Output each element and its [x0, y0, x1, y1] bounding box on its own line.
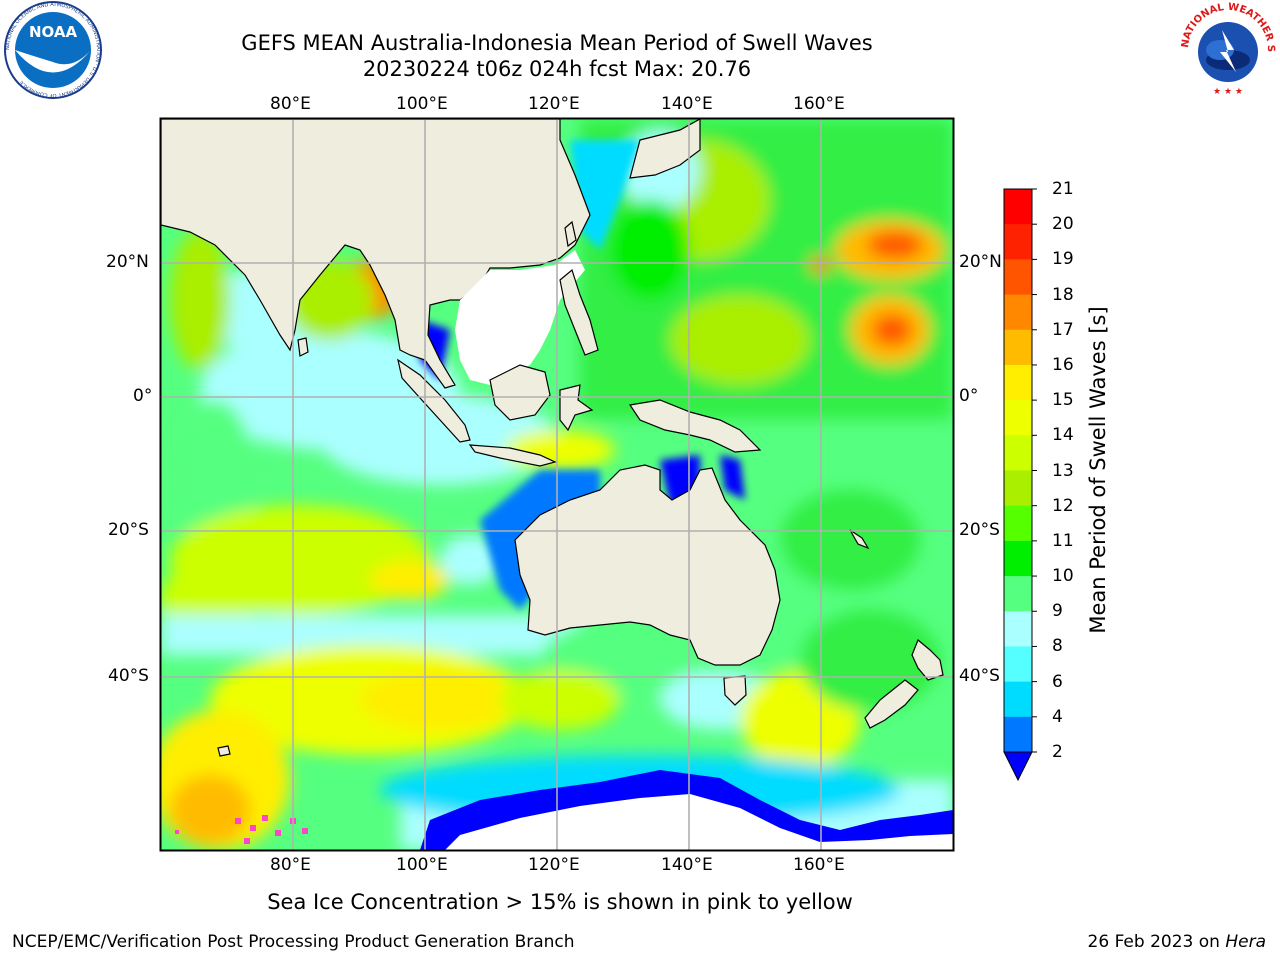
colorbar-tick-label: 19: [1052, 249, 1074, 270]
generation-date-text: 26 Feb 2023 on: [1087, 932, 1226, 952]
taiwan: [564, 220, 577, 248]
lat-tick-left: 0°: [133, 386, 153, 406]
new-guinea: [628, 399, 762, 453]
colorbar-tick-label: 16: [1052, 354, 1074, 375]
new-caledonia: [849, 529, 870, 550]
colorbar-tick-label: 6: [1052, 671, 1063, 692]
colorbar-title: Mean Period of Swell Waves [s]: [1086, 306, 1110, 634]
colorbar-band: [1004, 224, 1032, 260]
colorbar-extension: [1003, 751, 1033, 782]
colorbar-band: [1004, 681, 1032, 718]
chart-title: GEFS MEAN Australia-Indonesia Mean Perio…: [241, 31, 873, 55]
lon-tick-top: 140°E: [661, 94, 713, 114]
lat-tick-right: 40°S: [959, 666, 1000, 686]
java: [468, 444, 557, 467]
lon-tick-top: 100°E: [396, 94, 448, 114]
sumatra: [397, 358, 471, 443]
philippines: [559, 268, 599, 356]
host-name: Hera: [1225, 932, 1266, 952]
colorbar: [1003, 188, 1037, 782]
lat-tick-left: 40°S: [108, 666, 149, 686]
svg-text:★ ★ ★: ★ ★ ★: [1213, 87, 1243, 97]
colorbar-tick-label: 20: [1052, 214, 1074, 235]
colorbar-tick-label: 14: [1052, 425, 1074, 446]
kerguelen-island: [217, 745, 231, 757]
noaa-logo: NOAA NATIONAL OCEANIC AND ATMOSPHERIC AD…: [3, 0, 103, 100]
colorbar-tick-label: 10: [1052, 566, 1074, 587]
colorbar-band: [1004, 716, 1032, 753]
australia: [514, 464, 781, 666]
colorbar-tick-label: 2: [1052, 742, 1063, 762]
lat-tick-right: 20°S: [959, 520, 1000, 540]
sea-ice-note: Sea Ice Concentration > 15% is shown in …: [267, 890, 853, 914]
lon-tick-bottom: 160°E: [793, 855, 845, 875]
graticule: [161, 119, 953, 850]
southern-ocean-white: [445, 794, 953, 850]
map-frame: [159, 117, 955, 852]
lon-tick-top: 80°E: [270, 94, 311, 114]
colorbar-band: [1004, 294, 1032, 331]
lat-tick-left: 20°N: [106, 252, 149, 272]
colorbar-band: [1004, 646, 1032, 683]
colorbar-band: [1004, 329, 1032, 366]
lon-tick-bottom: 120°E: [528, 855, 580, 875]
colorbar-band: [1004, 611, 1032, 647]
national-weather-service-logo: NATIONAL WEATHER SERVICE ★ ★ ★: [1174, 0, 1278, 100]
lat-tick-right: 20°N: [959, 252, 1002, 272]
lon-tick-bottom: 140°E: [661, 855, 713, 875]
lon-tick-bottom: 100°E: [396, 855, 448, 875]
lon-tick-top: 160°E: [793, 94, 845, 114]
borneo: [489, 364, 551, 421]
colorbar-band: [1004, 259, 1032, 296]
colorbar-band: [1004, 576, 1032, 612]
colorbar-band: [1004, 189, 1032, 225]
colorbar-tick-label: 12: [1052, 495, 1074, 516]
colorbar-band: [1004, 505, 1032, 542]
colorbar-tick-label: 13: [1052, 460, 1074, 481]
colorbar-band: [1004, 470, 1032, 507]
colorbar-band: [1004, 540, 1032, 577]
colorbar-tick-label: 18: [1052, 284, 1074, 305]
sri-lanka: [297, 337, 309, 357]
colorbar-band: [1004, 364, 1032, 401]
colorbar-tick-label: 11: [1052, 530, 1074, 551]
colorbar-tick-label: 4: [1052, 706, 1063, 727]
lat-tick-left: 20°S: [108, 520, 149, 540]
colorbar-tick-label: 9: [1052, 601, 1063, 622]
colorbar-band: [1004, 400, 1032, 436]
south-china-sea: [455, 250, 585, 385]
chart-subtitle: 20230224 t06z 024h fcst Max: 20.76: [362, 57, 752, 81]
landmasses: [161, 119, 944, 757]
colorbar-band: [1004, 435, 1032, 471]
colorbar-tick-label: 15: [1052, 390, 1074, 411]
lon-tick-top: 120°E: [528, 94, 580, 114]
swell-period-field: [161, 119, 953, 850]
generation-date: 26 Feb 2023 on Hera: [1088, 932, 1266, 952]
noaa-logo-text: NOAA: [29, 23, 78, 41]
lat-tick-right: 0°: [959, 386, 979, 406]
japan: [629, 119, 701, 179]
new-zealand-south: [864, 679, 919, 729]
colorbar-tick-label: 21: [1052, 179, 1074, 199]
producer-credit: NCEP/EMC/Verification Post Processing Pr…: [12, 932, 575, 952]
colorbar-tick-label: 8: [1052, 636, 1063, 657]
lon-tick-bottom: 80°E: [270, 855, 311, 875]
colorbar-tick-label: 17: [1052, 319, 1074, 340]
